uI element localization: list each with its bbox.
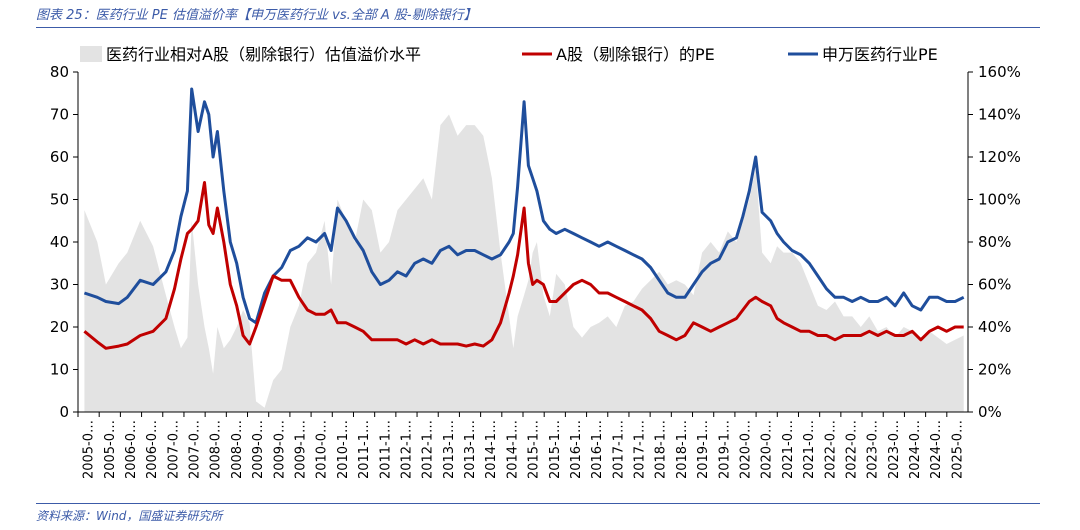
x-tick-label: 2011-1…: [378, 420, 393, 479]
legend: 医药行业相对A股（剔除银行）估值溢价水平 A股（剔除银行）的PE 申万医药行业PE: [80, 45, 938, 64]
x-tick-label: 2023-0…: [866, 420, 881, 479]
x-tick-label: 2012-1…: [421, 420, 436, 479]
legend-label-area: 医药行业相对A股（剔除银行）估值溢价水平: [106, 45, 421, 64]
axes: 0 10 20 30 40 50 60 70 80 0% 20% 40% 60% 80% 100% 120% 1…: [50, 63, 1021, 479]
x-tick-label: 2010-1…: [336, 420, 351, 479]
premium-area-layer: [84, 114, 964, 412]
y-left-tick-label: 0: [59, 403, 69, 421]
y-right-tick-label: 80%: [978, 233, 1011, 251]
x-tick-label: 2008-0…: [209, 420, 224, 479]
x-tick-label: 2017-1…: [633, 420, 648, 479]
x-tick-label: 2022-0…: [823, 420, 838, 479]
chart: 0 10 20 30 40 50 60 70 80 0% 20% 40% 60% 80% 100% 120% 1…: [50, 45, 1021, 479]
x-tick-label: 2006-0…: [124, 420, 139, 479]
y-right-tick-label: 120%: [978, 148, 1021, 166]
y-left-tick-label: 60: [50, 148, 69, 166]
x-tick-label: 2014-1…: [484, 420, 499, 479]
x-tick-label: 2009-1…: [294, 420, 309, 479]
x-tick-label: 2006-0…: [145, 420, 160, 479]
y-right-tick-label: 100%: [978, 191, 1021, 209]
title-rule: [36, 27, 1040, 28]
x-tick-label: 2013-1…: [442, 420, 457, 479]
x-tick-label: 2009-0…: [272, 420, 287, 479]
pharma-pe-line: [83, 87, 965, 325]
x-tick-label: 2016-1…: [569, 420, 584, 479]
y-right-tick-label: 20%: [978, 361, 1011, 379]
x-tick-label: 2018-1…: [654, 420, 669, 479]
x-tick-label: 2014-1…: [505, 420, 520, 479]
x-tick-label: 2025-0…: [950, 420, 965, 479]
x-tick-label: 2016-1…: [590, 420, 605, 479]
x-tick-label: 2018-1…: [675, 420, 690, 479]
y-left-tick-label: 50: [50, 191, 69, 209]
x-tick-label: 2005-0…: [103, 420, 118, 479]
chart-title: 图表 25：医药行业 PE 估值溢价率【申万医药行业 vs.全部 A 股-剔除银…: [36, 8, 477, 23]
x-tick-label: 2005-0…: [82, 420, 97, 479]
x-tick-label: 2024-0…: [908, 420, 923, 479]
y-right-tick-label: 140%: [978, 106, 1021, 124]
x-tick-label: 2020-0…: [739, 420, 754, 479]
x-tick-label: 2012-1…: [399, 420, 414, 479]
x-tick-label: 2007-0…: [166, 420, 181, 479]
legend-label-pharma: 申万医药行业PE: [822, 45, 938, 64]
x-tick-label: 2022-0…: [844, 420, 859, 479]
x-tick-label: 2009-0…: [251, 420, 266, 479]
y-right-tick-label: 0%: [978, 403, 1002, 421]
pe-lines-layer: [83, 87, 965, 350]
a-share-pe-line: [83, 181, 964, 350]
x-tick-label: 2024-0…: [929, 420, 944, 479]
y-right-tick-label: 60%: [978, 276, 1011, 294]
premium-area: [84, 114, 964, 412]
x-tick-label: 2021-0…: [781, 420, 796, 479]
x-tick-label: 2019-1…: [696, 420, 711, 479]
legend-swatch-area: [80, 46, 102, 62]
x-tick-label: 2017-1…: [611, 420, 626, 479]
y-right-tick-label: 40%: [978, 318, 1011, 336]
y-left-tick-label: 80: [50, 63, 69, 81]
x-tick-label: 2011-1…: [357, 420, 372, 479]
y-left-tick-label: 30: [50, 276, 69, 294]
x-tick-label: 2013-1…: [463, 420, 478, 479]
x-tick-label: 2020-0…: [760, 420, 775, 479]
source-rule: [36, 503, 1040, 504]
x-tick-label: 2021-0…: [802, 420, 817, 479]
x-tick-label: 2007-0…: [188, 420, 203, 479]
x-tick-label: 2008-0…: [230, 420, 245, 479]
x-tick-label: 2015-1…: [527, 420, 542, 479]
y-left-tick-label: 20: [50, 318, 69, 336]
source-note: 资料来源：Wind，国盛证券研究所: [36, 509, 223, 523]
y-left-tick-label: 40: [50, 233, 69, 251]
legend-label-a-share: A股（剔除银行）的PE: [556, 45, 715, 64]
x-tick-label: 2015-1…: [548, 420, 563, 479]
x-tick-label: 2023-0…: [887, 420, 902, 479]
y-right-tick-label: 160%: [978, 63, 1021, 81]
x-tick-label: 2010-0…: [315, 420, 330, 479]
y-left-tick-label: 10: [50, 361, 69, 379]
x-tick-label: 2019-1…: [717, 420, 732, 479]
y-left-tick-label: 70: [50, 106, 69, 124]
